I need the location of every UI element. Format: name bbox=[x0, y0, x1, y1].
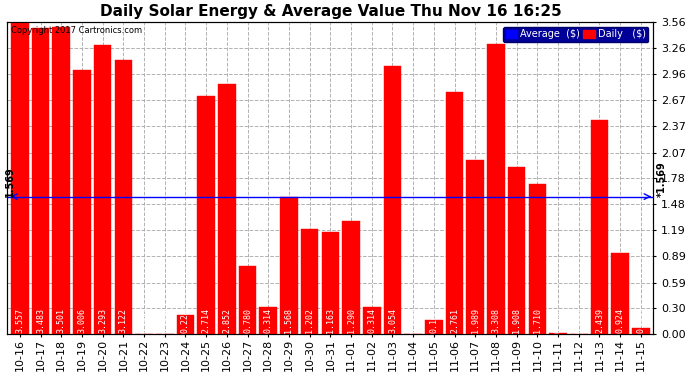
Bar bbox=[32, 28, 50, 334]
Text: 0.003: 0.003 bbox=[139, 308, 148, 333]
Text: 1.290: 1.290 bbox=[346, 308, 355, 333]
Text: 0.000: 0.000 bbox=[574, 308, 583, 333]
Text: 1.202: 1.202 bbox=[305, 308, 314, 333]
Bar bbox=[322, 232, 339, 334]
Text: 3.501: 3.501 bbox=[57, 308, 66, 333]
Title: Daily Solar Energy & Average Value Thu Nov 16 16:25: Daily Solar Energy & Average Value Thu N… bbox=[99, 4, 561, 19]
Text: 3.483: 3.483 bbox=[36, 308, 45, 333]
Bar bbox=[73, 70, 91, 334]
Bar bbox=[591, 120, 609, 334]
Bar bbox=[529, 184, 546, 334]
Bar bbox=[363, 307, 381, 334]
Text: 2.761: 2.761 bbox=[450, 308, 459, 333]
Text: Copyright 2017 Cartronics.com: Copyright 2017 Cartronics.com bbox=[10, 26, 142, 35]
Bar bbox=[218, 84, 236, 334]
Text: 1.163: 1.163 bbox=[326, 308, 335, 333]
Bar bbox=[508, 167, 526, 334]
Text: 2.714: 2.714 bbox=[201, 308, 210, 333]
Text: 3.006: 3.006 bbox=[77, 308, 86, 333]
Text: 0.224: 0.224 bbox=[181, 308, 190, 333]
Bar bbox=[177, 315, 195, 334]
Legend: Average  ($), Daily   ($): Average ($), Daily ($) bbox=[503, 27, 649, 42]
Text: 3.122: 3.122 bbox=[119, 308, 128, 333]
Bar bbox=[632, 328, 650, 334]
Bar bbox=[94, 45, 112, 334]
Text: 0.004: 0.004 bbox=[160, 308, 169, 333]
Text: 1.710: 1.710 bbox=[533, 308, 542, 333]
Bar bbox=[549, 333, 567, 334]
Text: *1.569: *1.569 bbox=[657, 161, 667, 196]
Text: 0.924: 0.924 bbox=[615, 308, 624, 333]
Bar bbox=[239, 266, 257, 334]
Text: 0.068: 0.068 bbox=[636, 308, 645, 333]
Text: 1.568: 1.568 bbox=[284, 308, 293, 333]
Bar bbox=[197, 96, 215, 334]
Text: 3.293: 3.293 bbox=[98, 308, 107, 333]
Text: 0.000: 0.000 bbox=[408, 308, 417, 333]
Text: 3.308: 3.308 bbox=[491, 308, 500, 333]
Bar bbox=[466, 160, 484, 334]
Text: 0.314: 0.314 bbox=[367, 308, 376, 333]
Bar bbox=[52, 27, 70, 334]
Bar bbox=[11, 22, 29, 334]
Text: 3.557: 3.557 bbox=[15, 308, 24, 333]
Bar bbox=[487, 44, 505, 334]
Bar bbox=[342, 221, 360, 334]
Text: 0.780: 0.780 bbox=[243, 308, 252, 333]
Text: 2.852: 2.852 bbox=[222, 308, 231, 333]
Bar bbox=[384, 66, 402, 334]
Bar bbox=[425, 320, 443, 334]
Bar bbox=[611, 253, 629, 334]
Text: 2.439: 2.439 bbox=[595, 308, 604, 333]
Text: 3.054: 3.054 bbox=[388, 308, 397, 333]
Text: 1.569: 1.569 bbox=[5, 166, 14, 196]
Bar bbox=[259, 307, 277, 334]
Text: 0.165: 0.165 bbox=[429, 308, 438, 333]
Text: 0.017: 0.017 bbox=[553, 308, 562, 333]
Text: 1.989: 1.989 bbox=[471, 308, 480, 333]
Text: 1.908: 1.908 bbox=[512, 308, 521, 333]
Text: 0.314: 0.314 bbox=[264, 308, 273, 333]
Bar bbox=[115, 60, 132, 334]
Bar bbox=[446, 92, 464, 334]
Bar bbox=[301, 229, 319, 334]
Bar bbox=[280, 197, 298, 334]
